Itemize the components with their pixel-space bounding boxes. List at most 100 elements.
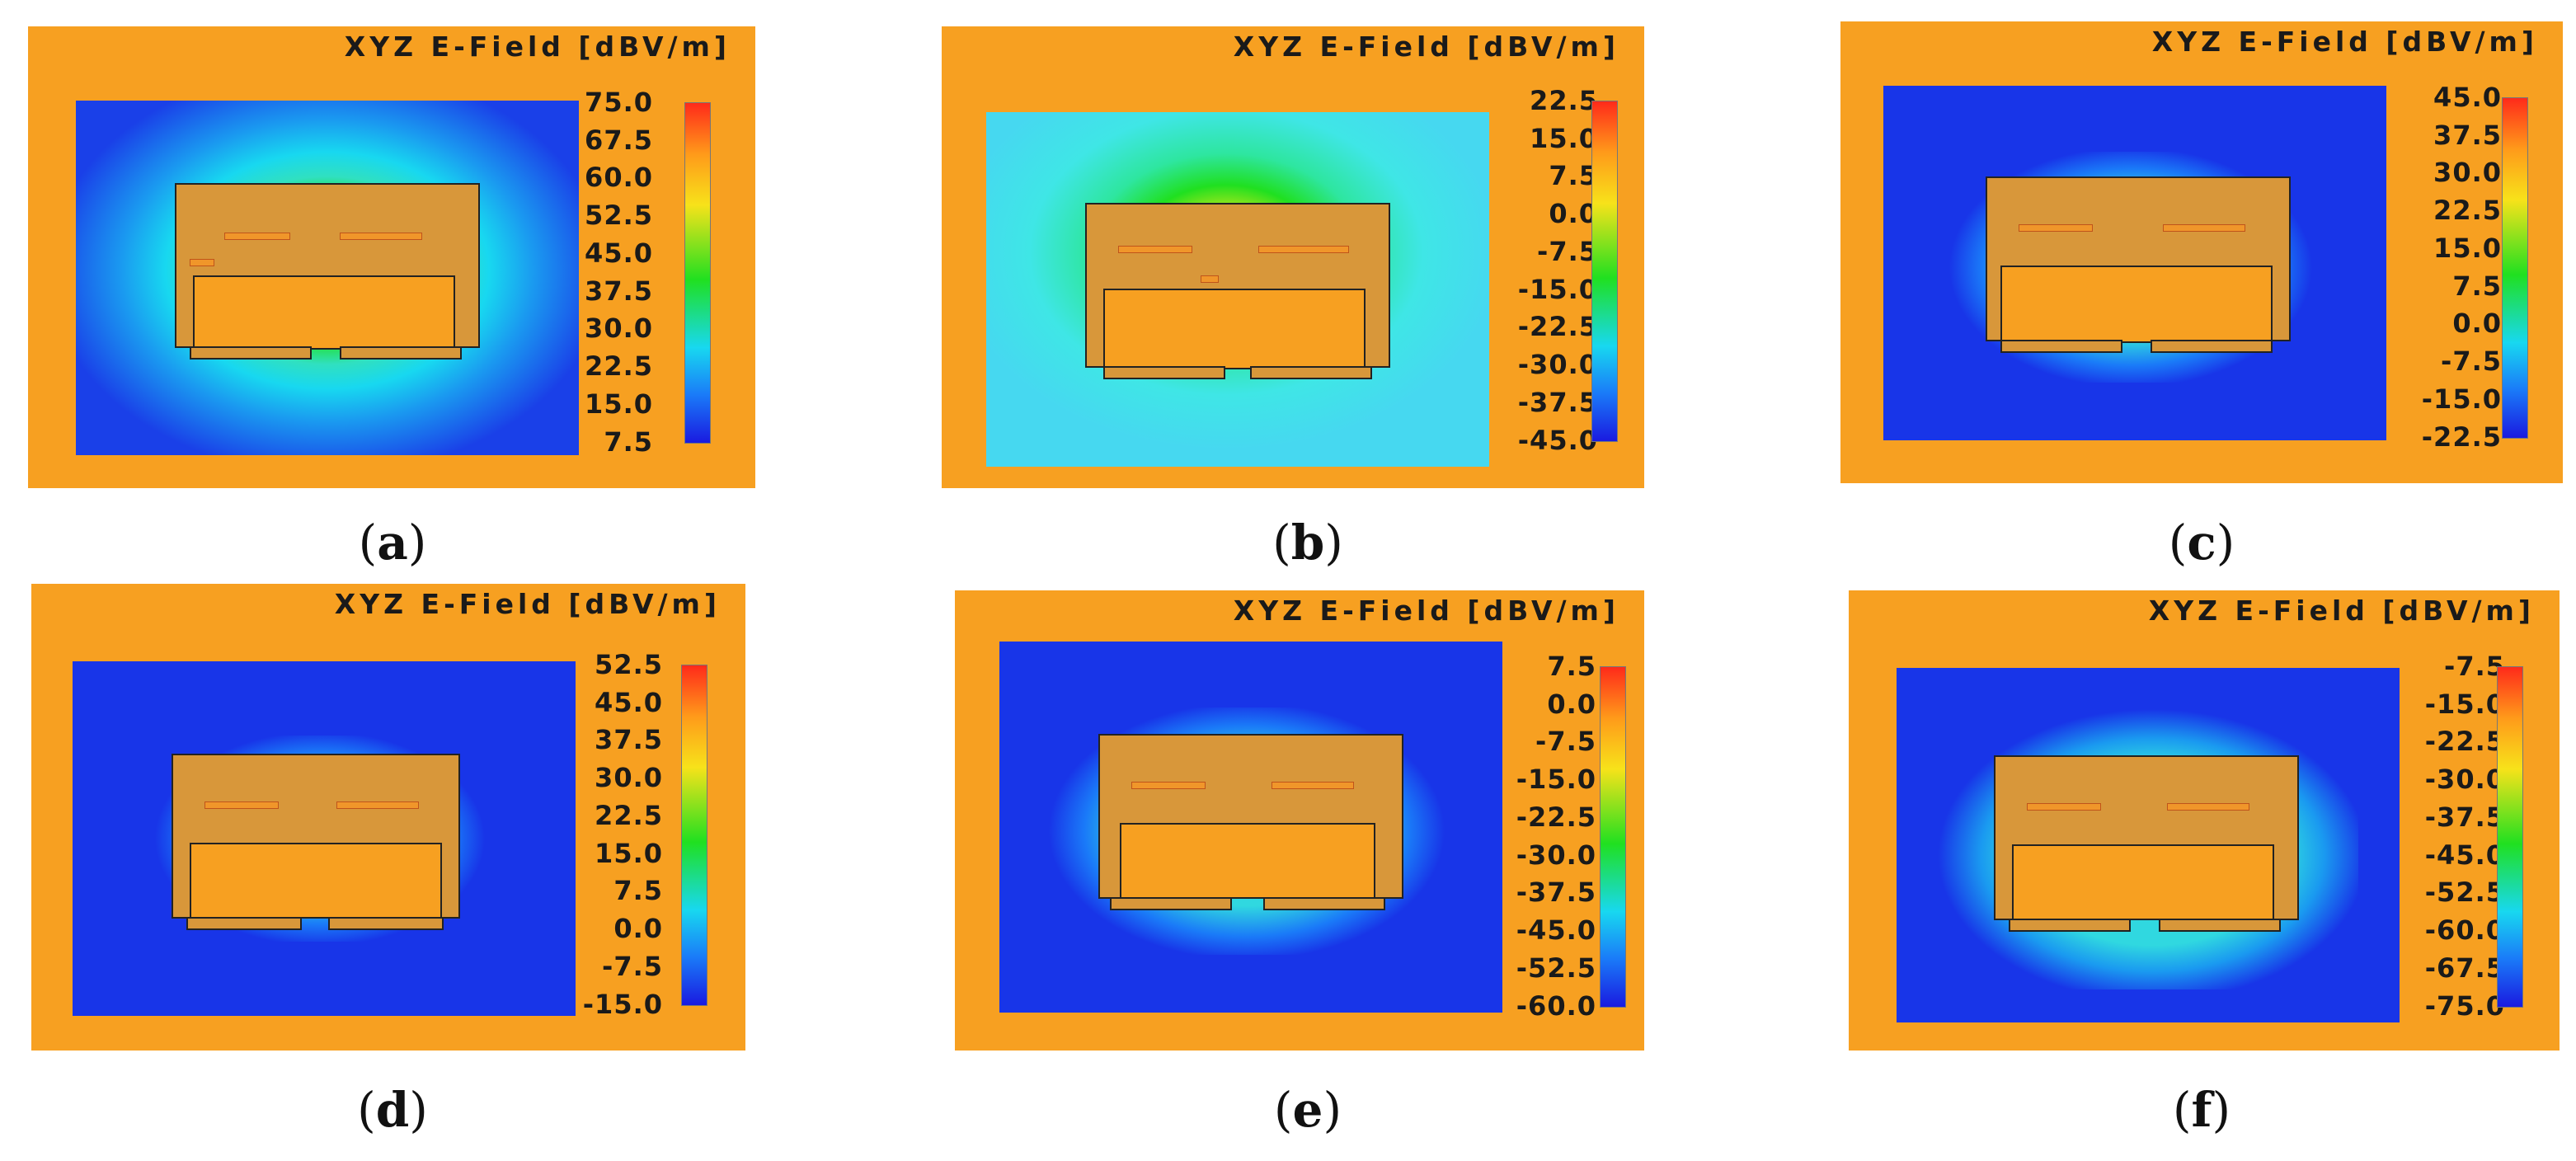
colorbar-ticks: 52.5 45.0 37.5 30.0 22.5 15.0 7.5 0.0 -7… bbox=[564, 649, 663, 1020]
device-pad bbox=[1201, 275, 1219, 283]
device-outline bbox=[1098, 734, 1403, 915]
tick-label: -15.0 bbox=[1517, 273, 1598, 305]
tick-label: 52.5 bbox=[585, 200, 653, 232]
device-foot bbox=[2159, 919, 2281, 932]
tick-label: 0.0 bbox=[613, 913, 663, 945]
device-core bbox=[2000, 266, 2273, 343]
field-plot bbox=[999, 642, 1502, 1013]
colorbar-ticks: -7.5 -15.0 -22.5 -30.0 -37.5 -45.0 -52.5… bbox=[2406, 651, 2505, 1022]
panel-title: XYZ E-Field [dBV/m] bbox=[334, 588, 721, 620]
tick-label: -30.0 bbox=[1516, 839, 1596, 871]
tick-label: 15.0 bbox=[595, 837, 663, 869]
caption-e: (e) bbox=[1273, 1082, 1342, 1138]
tick-label: 45.0 bbox=[585, 237, 653, 269]
caption-c: (c) bbox=[2168, 515, 2235, 571]
device-pad bbox=[2027, 803, 2101, 811]
tick-label: 0.0 bbox=[1549, 198, 1598, 230]
device-foot bbox=[1103, 366, 1225, 379]
panel-title: XYZ E-Field [dBV/m] bbox=[344, 31, 731, 63]
colorbar-ticks: 7.5 0.0 -7.5 -15.0 -22.5 -30.0 -37.5 -45… bbox=[1497, 651, 1596, 1022]
caption-letter: a bbox=[377, 515, 408, 571]
tick-label: -15.0 bbox=[2424, 688, 2505, 720]
tick-label: -15.0 bbox=[1516, 764, 1596, 796]
tick-label: 7.5 bbox=[613, 875, 663, 907]
device-outline bbox=[1085, 203, 1390, 384]
device-outline bbox=[175, 183, 480, 364]
tick-label: 75.0 bbox=[585, 87, 653, 118]
tick-label: 67.5 bbox=[585, 124, 653, 156]
tick-label: -37.5 bbox=[2424, 801, 2505, 833]
tick-label: -45.0 bbox=[1516, 914, 1596, 947]
tick-label: -75.0 bbox=[2424, 990, 2505, 1022]
tick-label: 37.5 bbox=[585, 275, 653, 307]
tick-label: -7.5 bbox=[2441, 345, 2502, 378]
device-pad bbox=[340, 233, 422, 240]
tick-label: 7.5 bbox=[2452, 270, 2502, 302]
tick-label: -7.5 bbox=[2444, 651, 2505, 682]
tick-label: -15.0 bbox=[2421, 383, 2502, 415]
device-pad bbox=[2019, 224, 2093, 232]
device-pad bbox=[1272, 782, 1354, 789]
device-core bbox=[2012, 844, 2274, 920]
tick-label: -22.5 bbox=[2421, 421, 2502, 453]
colorbar-ticks: 75.0 67.5 60.0 52.5 45.0 37.5 30.0 22.5 … bbox=[554, 87, 653, 458]
tick-label: -67.5 bbox=[2424, 952, 2505, 984]
device-pad bbox=[336, 801, 419, 809]
panel-d: XYZ E-Field [dBV/m] 52.5 45.0 37.5 30.0 … bbox=[31, 584, 745, 1051]
tick-label: -60.0 bbox=[1516, 990, 1596, 1022]
tick-label: 60.0 bbox=[585, 162, 653, 194]
tick-label: 30.0 bbox=[2433, 157, 2502, 189]
device-foot bbox=[186, 917, 302, 930]
colorbar bbox=[681, 665, 707, 1006]
tick-label: 22.5 bbox=[2433, 195, 2502, 227]
panel-title: XYZ E-Field [dBV/m] bbox=[1233, 31, 1619, 63]
tick-label: -15.0 bbox=[582, 989, 663, 1020]
colorbar bbox=[1591, 101, 1618, 442]
panel-e: XYZ E-Field [dBV/m] 7.5 0.0 -7.5 -15.0 -… bbox=[955, 590, 1644, 1051]
device-foot bbox=[1263, 897, 1385, 910]
device-foot bbox=[2009, 919, 2131, 932]
device-outline bbox=[1986, 176, 2291, 358]
tick-label: -7.5 bbox=[602, 950, 663, 982]
tick-label: -37.5 bbox=[1516, 877, 1596, 909]
tick-label: -45.0 bbox=[2424, 839, 2505, 871]
field-plot bbox=[986, 112, 1489, 467]
tick-label: -22.5 bbox=[1517, 311, 1598, 343]
caption-a: (a) bbox=[358, 515, 427, 571]
panel-b: XYZ E-Field [dBV/m] 22.5 15.0 7.5 0.0 -7… bbox=[942, 26, 1644, 488]
caption-f: (f) bbox=[2172, 1082, 2231, 1138]
field-plot bbox=[1883, 86, 2386, 440]
field-plot bbox=[73, 661, 576, 1016]
tick-label: -22.5 bbox=[2424, 726, 2505, 758]
tick-label: 37.5 bbox=[595, 724, 663, 756]
tick-label: 7.5 bbox=[1547, 651, 1596, 682]
caption-letter: f bbox=[2191, 1082, 2212, 1138]
tick-label: -7.5 bbox=[1535, 726, 1596, 758]
device-pad bbox=[1258, 246, 1349, 253]
tick-label: 15.0 bbox=[2433, 232, 2502, 264]
panel-title: XYZ E-Field [dBV/m] bbox=[1233, 595, 1619, 627]
tick-label: 7.5 bbox=[1549, 160, 1598, 192]
tick-label: 37.5 bbox=[2433, 119, 2502, 151]
panel-c: XYZ E-Field [dBV/m] 45.0 37.5 30.0 22.5 … bbox=[1840, 21, 2563, 483]
tick-label: 30.0 bbox=[585, 313, 653, 345]
device-pad bbox=[2163, 224, 2245, 232]
device-core bbox=[193, 275, 455, 350]
tick-label: 15.0 bbox=[1530, 122, 1598, 154]
caption-b: (b) bbox=[1272, 515, 1343, 571]
tick-label: 45.0 bbox=[595, 686, 663, 718]
tick-label: 30.0 bbox=[595, 762, 663, 794]
tick-label: 45.0 bbox=[2433, 82, 2502, 113]
panel-f: XYZ E-Field [dBV/m] -7.5 -15.0 -22.5 -30… bbox=[1849, 590, 2560, 1051]
device-foot bbox=[2000, 340, 2122, 353]
device-pad bbox=[2167, 803, 2249, 811]
colorbar bbox=[684, 102, 711, 444]
device-outline bbox=[1994, 755, 2299, 937]
panel-a: XYZ E-Field [dBV/m] 75.0 67.5 60.0 52.5 … bbox=[28, 26, 755, 488]
field-plot bbox=[76, 101, 579, 455]
device-pad bbox=[224, 233, 290, 240]
colorbar-ticks: 22.5 15.0 7.5 0.0 -7.5 -15.0 -22.5 -30.0… bbox=[1499, 85, 1598, 456]
device-foot bbox=[2151, 340, 2273, 353]
device-outline bbox=[172, 754, 477, 935]
device-foot bbox=[328, 917, 444, 930]
